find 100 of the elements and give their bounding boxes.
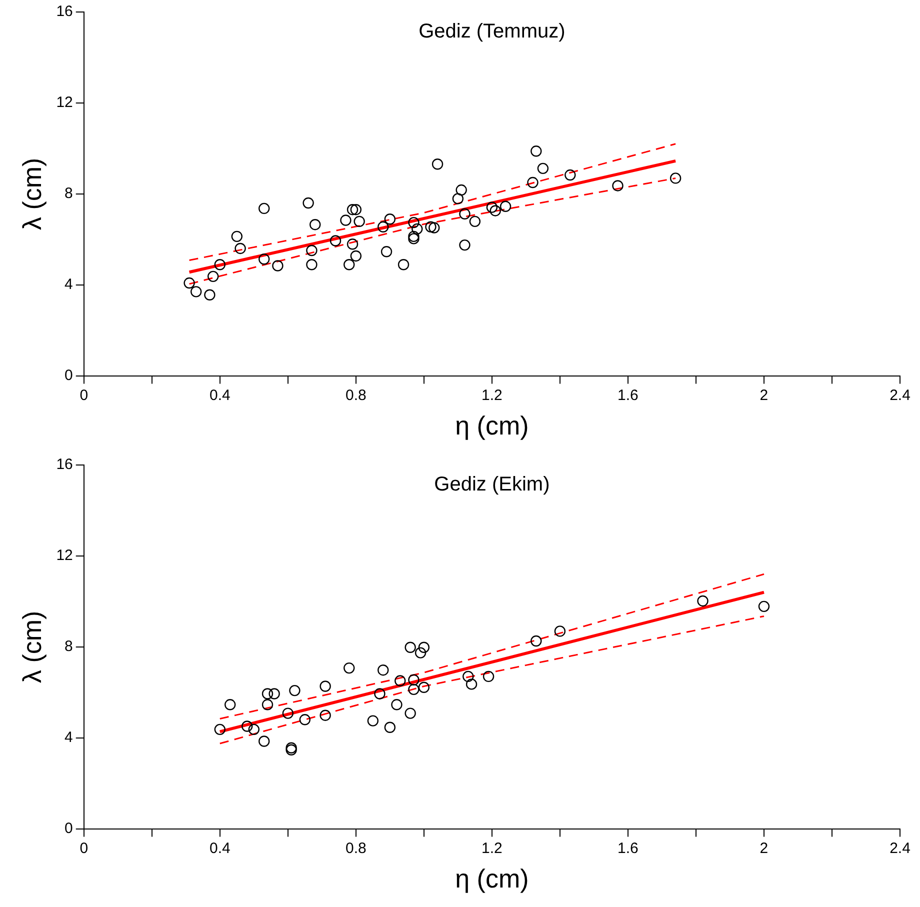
point (242, 720, 253, 732)
point (530, 635, 542, 647)
point (310, 218, 321, 230)
x-tick-label: 2 (760, 386, 768, 404)
y-tick-label: 0 (64, 820, 73, 837)
point (462, 670, 474, 682)
x-tick-label: 1.2 (482, 386, 502, 404)
point (344, 259, 355, 270)
point (378, 664, 389, 676)
x-tick-label: 0 (80, 386, 88, 404)
x-axis-title: η (cm) (455, 864, 529, 894)
point (466, 678, 478, 690)
point (340, 214, 352, 226)
point (425, 221, 436, 232)
y-tick-label: 12 (56, 94, 73, 112)
point (408, 216, 420, 228)
point (537, 162, 549, 174)
point (384, 722, 396, 733)
point (320, 680, 331, 692)
point (428, 222, 440, 234)
y-tick-label: 4 (64, 276, 73, 293)
chart-title: Gediz (Temmuz) (418, 20, 566, 43)
point (378, 221, 389, 232)
point (306, 259, 318, 270)
point (214, 259, 226, 270)
point (231, 230, 243, 242)
point (408, 233, 420, 244)
y-tick-label: 0 (64, 366, 73, 384)
x-tick-label: 0.4 (209, 840, 230, 857)
point (530, 146, 542, 157)
point (214, 724, 226, 736)
point (459, 208, 470, 220)
x-tick-label: 0 (80, 840, 88, 857)
point (418, 642, 430, 653)
point (459, 239, 470, 251)
point (380, 246, 392, 258)
point (262, 688, 274, 700)
point (452, 193, 464, 204)
point (208, 270, 219, 282)
point (697, 595, 708, 607)
point (350, 204, 362, 216)
point (469, 216, 481, 228)
point (344, 662, 355, 674)
y-tick-label: 16 (56, 456, 73, 474)
point (224, 699, 236, 710)
y-tick-label: 12 (56, 547, 73, 564)
point (456, 184, 467, 196)
point (367, 715, 379, 726)
point (408, 674, 420, 686)
point (500, 200, 512, 212)
point (374, 688, 386, 700)
x-tick-label: 1.6 (618, 386, 638, 404)
x-tick-label: 0.4 (209, 386, 230, 404)
point (190, 286, 202, 298)
y-axis-title: λ (cm) (16, 158, 47, 230)
point (320, 710, 331, 721)
point (758, 600, 770, 612)
x-tick-label: 2 (760, 840, 768, 857)
point (282, 708, 294, 719)
point (262, 699, 274, 710)
point (398, 259, 410, 270)
point (394, 675, 406, 686)
point (391, 699, 402, 710)
point (306, 244, 318, 256)
x-tick-label: 0.8 (345, 386, 366, 404)
x-tick-label: 1.6 (618, 840, 638, 857)
x-tick-label: 1.2 (482, 840, 502, 857)
point (204, 289, 216, 300)
point (289, 684, 300, 696)
x-tick-label: 2.4 (890, 840, 910, 857)
point (272, 260, 284, 272)
point (408, 684, 420, 696)
point (258, 736, 270, 747)
x-tick-label: 0.8 (345, 840, 366, 857)
x-tick-label: 2.4 (890, 386, 910, 404)
point (432, 158, 444, 170)
point (404, 642, 416, 653)
point (346, 204, 358, 216)
point (554, 626, 566, 637)
point (350, 250, 362, 262)
point (299, 714, 311, 726)
y-tick-label: 4 (64, 728, 73, 746)
point (612, 180, 624, 192)
y-tick-label: 8 (64, 185, 73, 202)
x-axis-title: η (cm) (455, 410, 529, 441)
point (670, 172, 682, 184)
point (404, 708, 416, 719)
point (482, 670, 494, 682)
point (486, 202, 498, 213)
point (258, 202, 270, 214)
point (414, 647, 426, 658)
point (184, 277, 195, 289)
y-tick-label: 8 (64, 638, 73, 656)
point (564, 169, 576, 181)
chart-title: Gediz (Ekim) (434, 474, 550, 496)
point (408, 230, 420, 242)
point (490, 205, 501, 216)
point (412, 223, 423, 235)
point (384, 214, 396, 225)
y-tick-label: 16 (56, 3, 73, 20)
